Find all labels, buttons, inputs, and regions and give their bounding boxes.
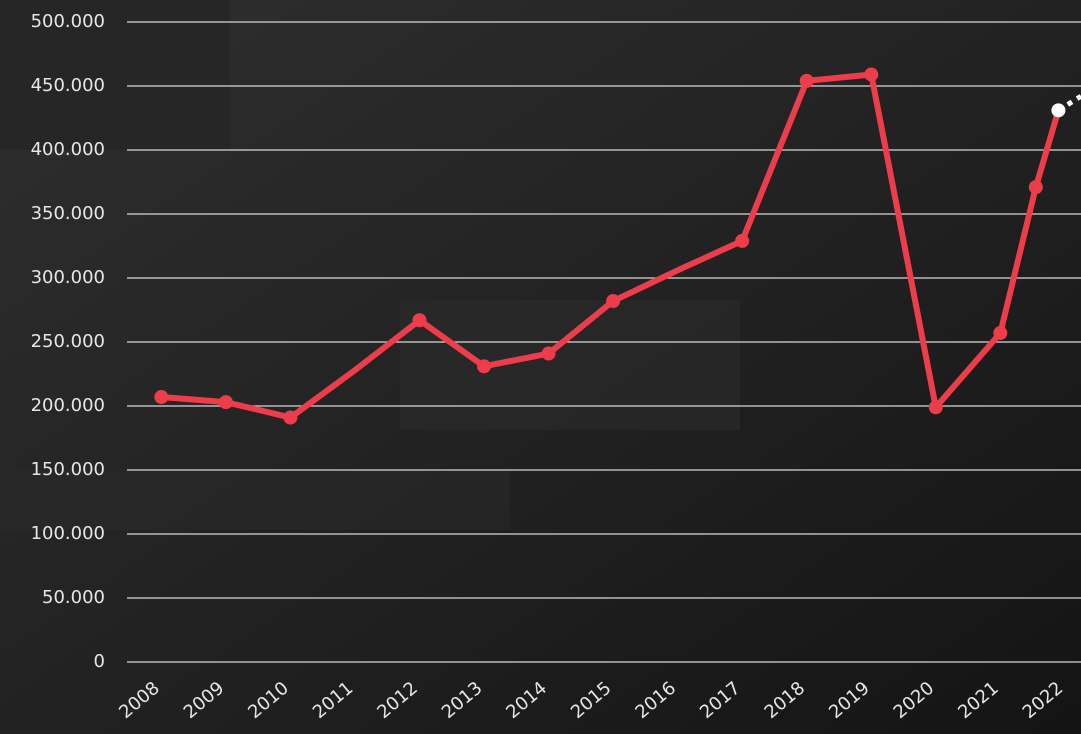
point [477,359,491,373]
chart: 0 50.000 100.000 150.000 200.000 250.000 300.0… [0,0,1081,734]
y-tick-label: 300.000 [31,267,105,288]
point [154,390,168,404]
point [283,411,297,425]
point [864,67,878,81]
point [542,347,556,361]
y-tick-label: 500.000 [31,11,105,32]
forecast-point [1051,103,1065,117]
point [219,395,233,409]
point [993,326,1007,340]
point [929,400,943,414]
y-tick-label: 350.000 [31,203,105,224]
y-tick-label: 450.000 [31,75,105,96]
point [735,234,749,248]
y-tick-label: 250.000 [31,331,105,352]
background-furniture [400,300,740,430]
point [1029,180,1043,194]
y-tick-label: 0 [94,651,105,672]
point [606,294,620,308]
y-tick-label: 100.000 [31,523,105,544]
y-tick-label: 200.000 [31,395,105,416]
y-tick-label: 400.000 [31,139,105,160]
point [800,74,814,88]
y-tick-label: 50.000 [42,587,105,608]
y-tick-label: 150.000 [31,459,105,480]
point [412,313,426,327]
